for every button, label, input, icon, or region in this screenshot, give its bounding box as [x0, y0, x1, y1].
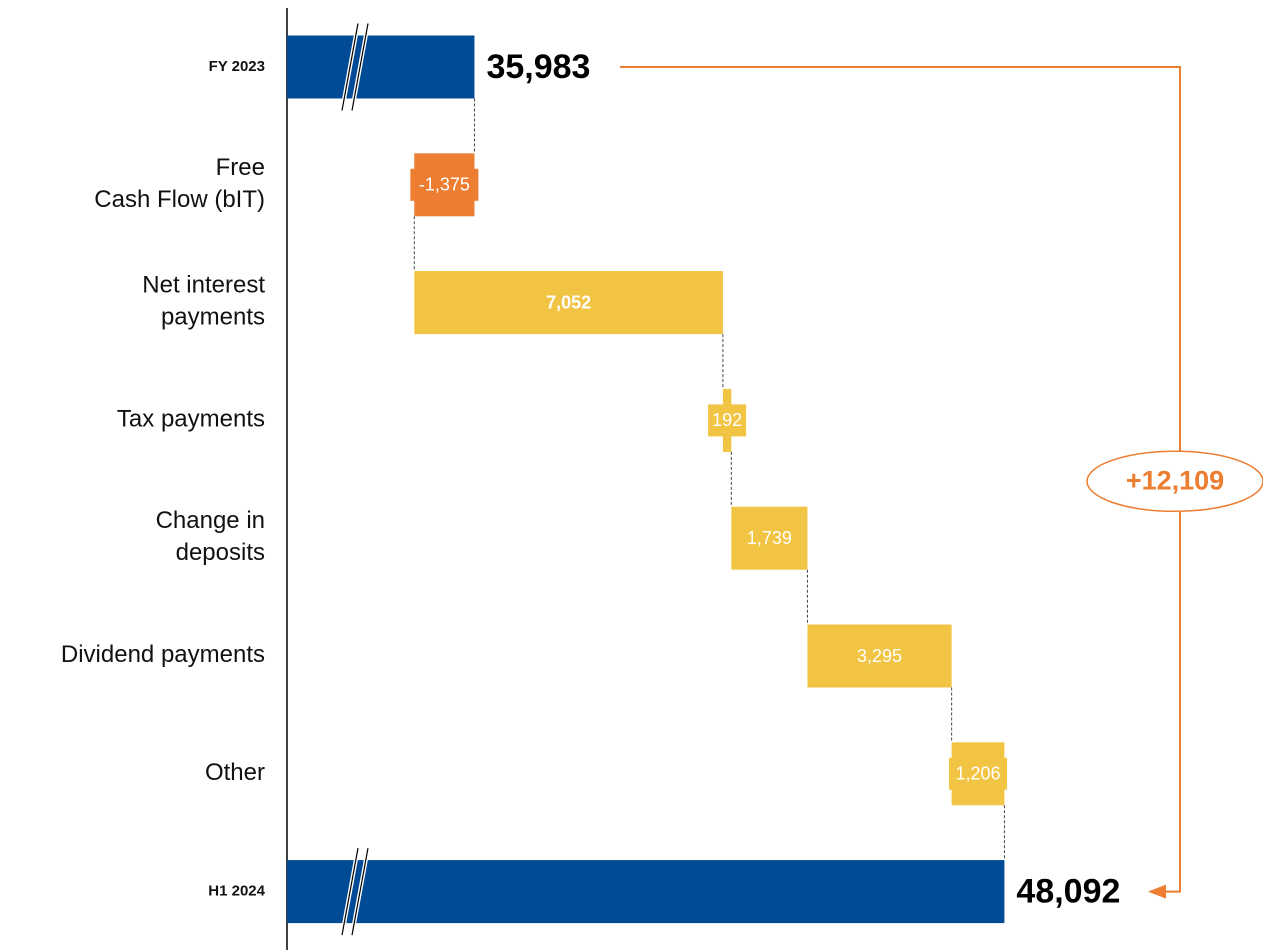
label-box [708, 404, 747, 437]
category-label: FY 2023 [209, 58, 265, 75]
category-label: Change in deposits [156, 508, 265, 567]
axis-break [341, 23, 359, 111]
axis-break [341, 847, 359, 936]
total-label: 48,092 [1016, 873, 1120, 911]
category-label: Net interest payments [142, 272, 265, 331]
value-label: 3,295 [857, 646, 902, 666]
label-box [949, 757, 1008, 790]
total-bar [287, 860, 1005, 924]
value-label: -1,375 [419, 175, 470, 195]
label-box [740, 522, 799, 555]
value-label: 7,052 [546, 292, 591, 312]
bar [807, 624, 952, 688]
axis-break [351, 847, 369, 936]
label-box [410, 168, 479, 201]
arrow-head [1148, 884, 1166, 899]
bar [414, 271, 723, 335]
annotation: +12,109 [1126, 465, 1224, 495]
total-bar [287, 35, 475, 99]
value-label: 1,739 [747, 528, 792, 548]
category-label: H1 2024 [208, 883, 265, 900]
category-label: Free Cash Flow (bIT) [94, 154, 265, 213]
value-label: 1,206 [956, 764, 1001, 784]
total-label: 35,983 [486, 48, 590, 86]
value-label: 192 [712, 410, 742, 430]
axis-break [351, 23, 369, 111]
category-label: Other [205, 759, 265, 786]
annotation-ellipse [1086, 450, 1263, 513]
category-label: Dividend payments [61, 641, 265, 668]
category-label: Tax payments [117, 406, 265, 433]
